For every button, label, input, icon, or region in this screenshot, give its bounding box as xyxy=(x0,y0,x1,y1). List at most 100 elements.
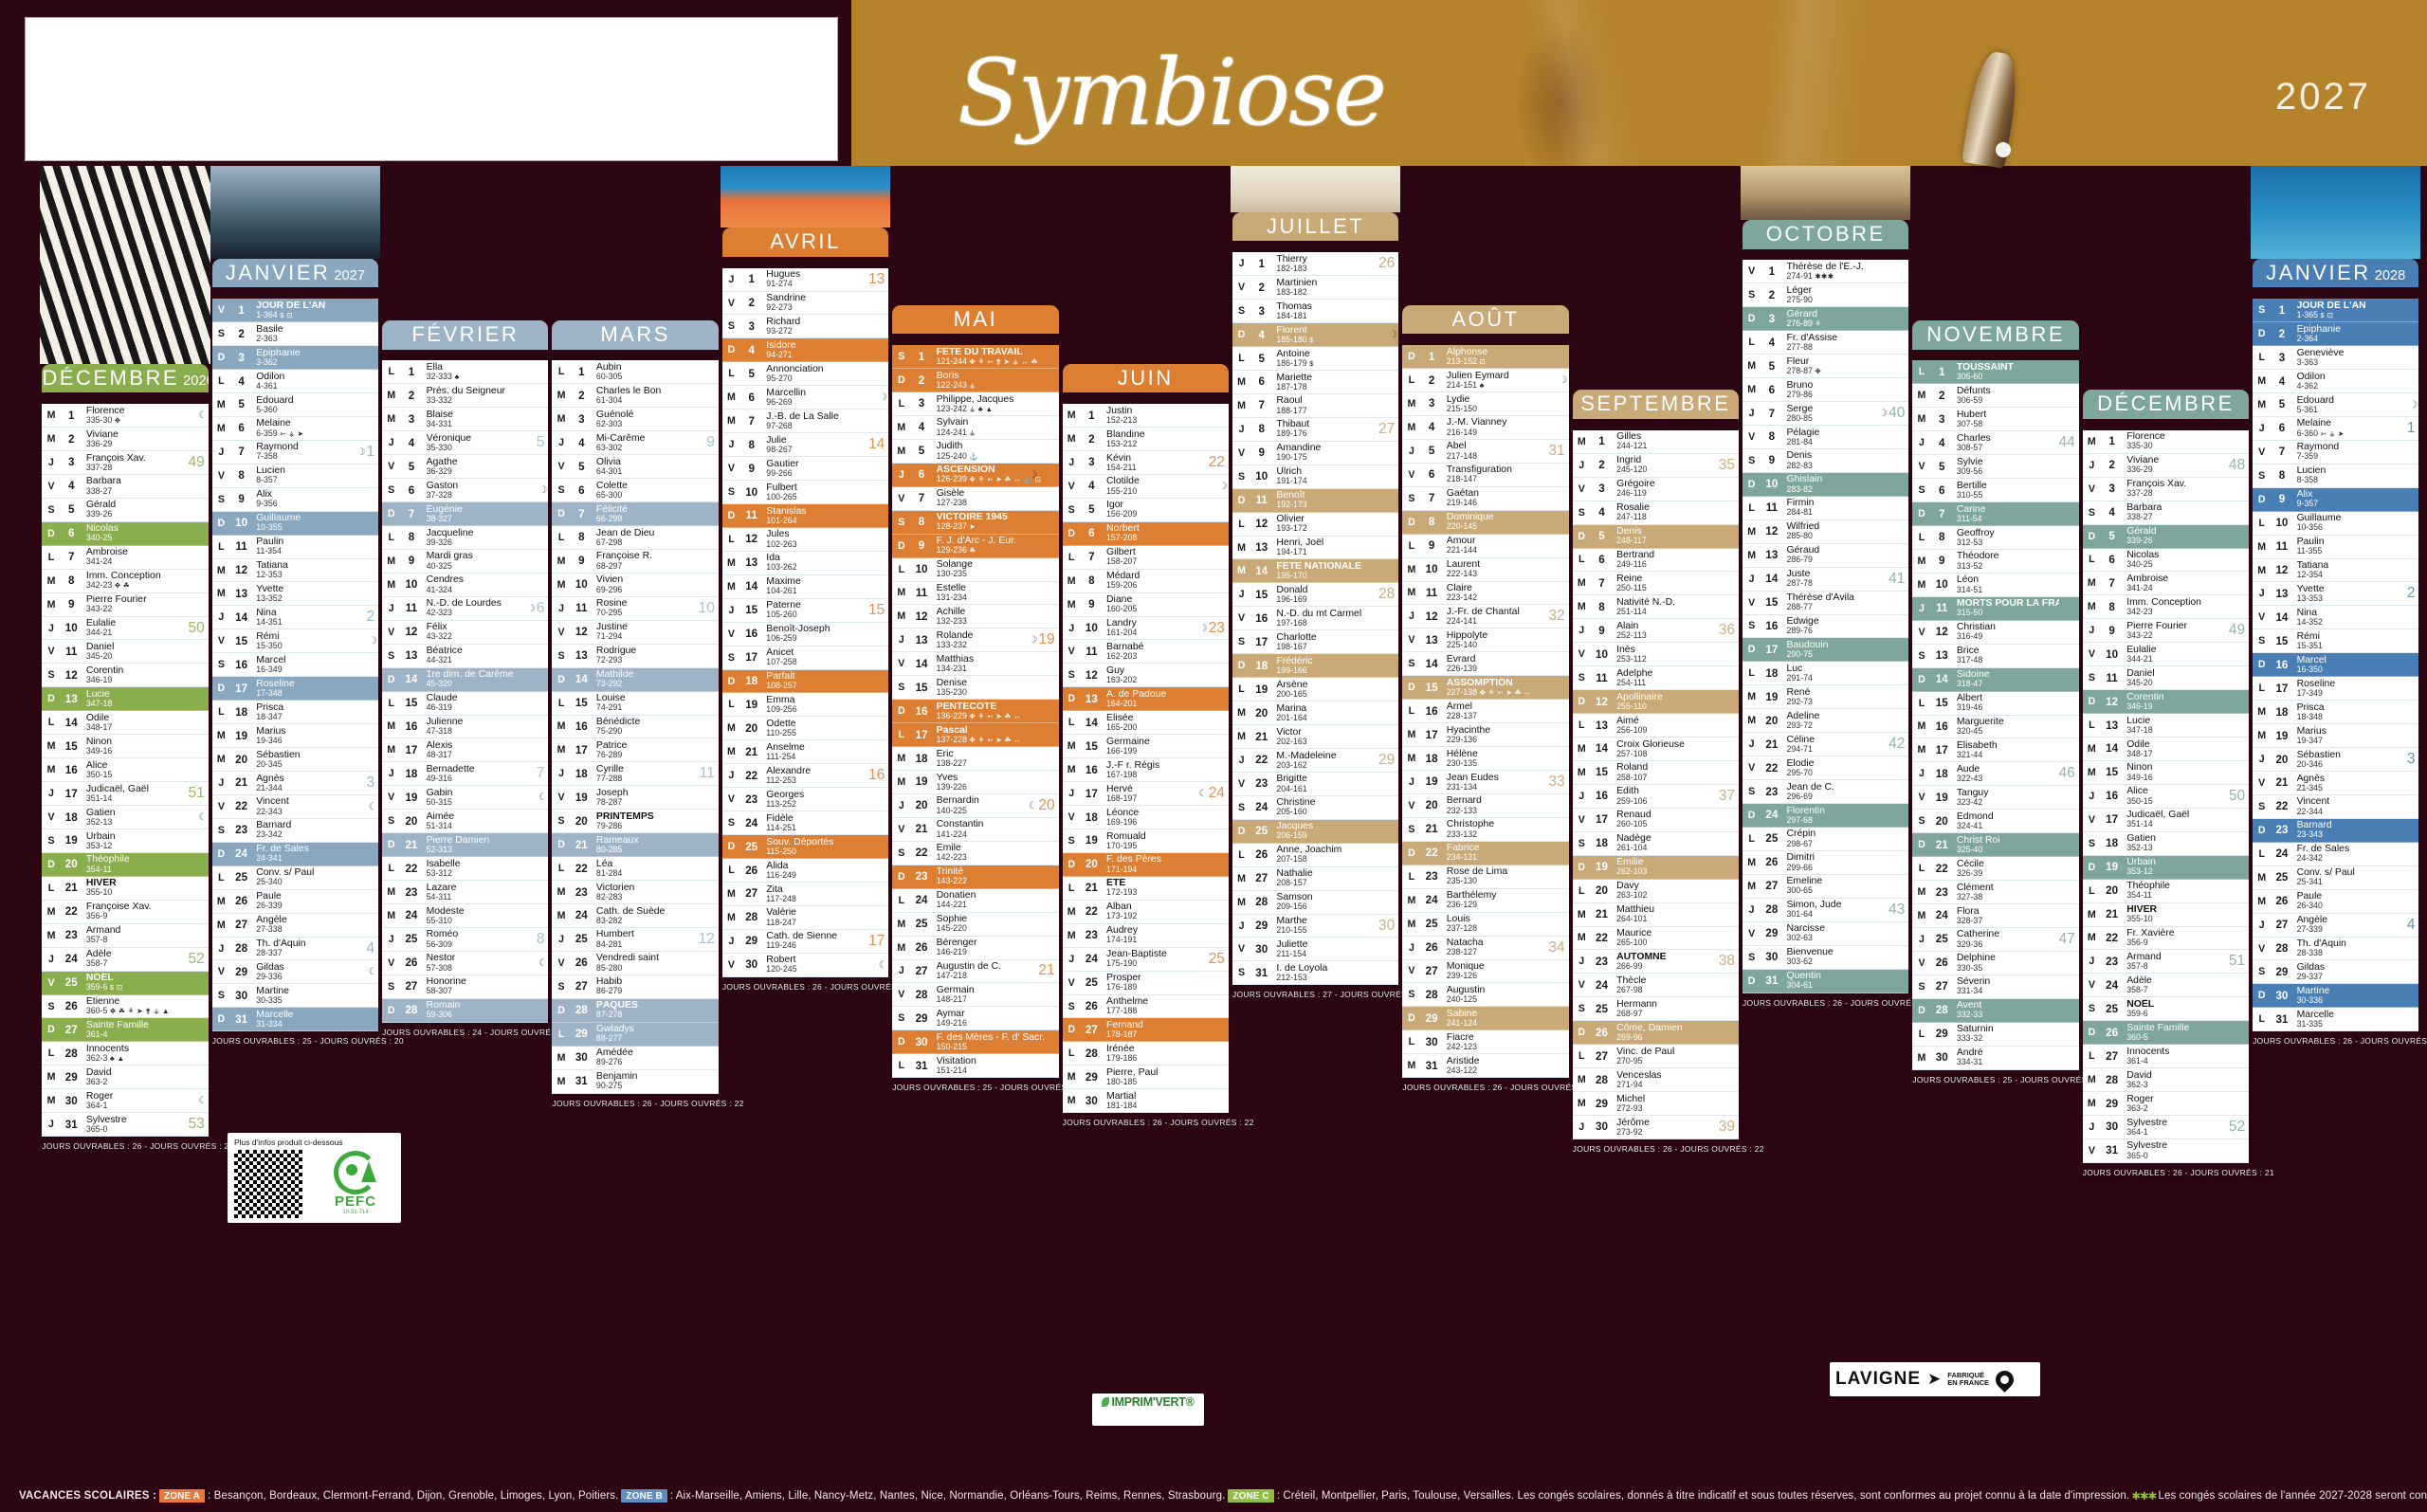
day-row[interactable]: M 29 Michel 272-93 xyxy=(1572,1092,1740,1116)
day-row[interactable]: J 9 Pierre Fourier 343-22 49 xyxy=(2082,619,2250,644)
day-row[interactable]: V 12 Christian 316-49 xyxy=(1912,621,2079,645)
day-row[interactable]: M 28 David 362-3 xyxy=(2082,1068,2250,1093)
day-row[interactable]: S 31 I. de Loyola 212-153 xyxy=(1232,961,1399,986)
day-row[interactable]: D 21 Rameaux 80-285 xyxy=(552,833,719,858)
day-row[interactable]: L 10 Guillaume 10-356 xyxy=(2253,512,2419,536)
day-row[interactable]: L 25 Crépin 298-67 xyxy=(1743,828,1909,851)
day-row[interactable]: M 2 Charles le Bon 61-304 xyxy=(552,384,719,409)
day-row[interactable]: V 4 Clotilde 155-210 ☽ xyxy=(1062,475,1229,499)
day-row[interactable]: V 18 Léonce 169-196 xyxy=(1062,806,1229,829)
day-row[interactable]: J 26 Natacha 238-127 34 xyxy=(1402,937,1569,960)
day-row[interactable]: S 19 Romuald 170-195 xyxy=(1062,829,1229,853)
day-row[interactable]: M 4 Sylvain 124-241 ⚶ xyxy=(892,416,1059,440)
day-row[interactable]: M 21 Victor 202-163 xyxy=(1232,725,1399,749)
day-row[interactable]: L 15 Louise 74-291 xyxy=(552,692,719,716)
day-row[interactable]: M 14 Maxime 104-261 xyxy=(721,575,889,599)
day-row[interactable]: V 21 Constantin 141-224 xyxy=(892,818,1059,842)
day-row[interactable]: D 19 Urbain 353-12 xyxy=(2082,855,2250,880)
day-row[interactable]: M 27 Nathalie 208-157 xyxy=(1232,867,1399,891)
day-row[interactable]: L 22 Léa 81-284 xyxy=(552,857,719,882)
day-row[interactable]: D 30 F. des Mères - F. d' Sacr. 150-215 xyxy=(892,1030,1059,1055)
day-row[interactable]: M 15 Roland 258-107 xyxy=(1572,761,1740,785)
day-row[interactable]: S 11 Daniel 345-20 xyxy=(2082,666,2250,691)
day-row[interactable]: V 23 Georges 113-252 xyxy=(721,788,889,812)
day-row[interactable]: J 4 Mi-Carême 63-302 9 xyxy=(552,431,719,456)
day-row[interactable]: S 15 Denise 135-230 xyxy=(892,676,1059,701)
day-row[interactable]: V 7 Raymond 7-359 xyxy=(2253,441,2419,465)
day-row[interactable]: M 2 Viviane 336-29 xyxy=(42,428,209,451)
day-row[interactable]: V 28 Th. d'Aquin 28-338 xyxy=(2253,938,2419,961)
day-row[interactable]: V 4 Barbara 338-27 xyxy=(42,475,209,499)
day-row[interactable]: V 1 JOUR DE L'AN 1-364 $ ⊡ xyxy=(211,299,379,323)
day-row[interactable]: M 15 Ninon 349-16 xyxy=(42,735,209,759)
day-row[interactable]: M 5 Fleur 278-87 ✥ xyxy=(1743,355,1909,379)
day-row[interactable]: M 30 Martial 181-184 xyxy=(1062,1089,1229,1114)
day-row[interactable]: V 11 Barnabé 162-203 xyxy=(1062,640,1229,665)
day-row[interactable]: M 24 Cath. de Suède 83-282 xyxy=(552,904,719,928)
day-row[interactable]: M 10 Vivien 69-296 xyxy=(552,574,719,597)
day-row[interactable]: D 17 Baudouin 290-75 xyxy=(1743,638,1909,663)
day-row[interactable]: L 18 Prisca 18-347 xyxy=(211,701,379,725)
day-row[interactable]: L 30 Fiacre 242-123 xyxy=(1402,1030,1569,1055)
day-row[interactable]: M 10 Laurent 222-143 xyxy=(1402,558,1569,582)
day-row[interactable]: V 13 Hippolyte 225-140 xyxy=(1402,628,1569,653)
day-row[interactable]: M 22 Alban 173-192 xyxy=(1062,901,1229,924)
day-row[interactable]: V 17 Judicaël, Gaël 351-14 xyxy=(2082,809,2250,832)
day-row[interactable]: L 2 Julien Eymard 214-151 ♣ ☽ xyxy=(1402,369,1569,393)
day-row[interactable]: M 27 Émeline 300-65 xyxy=(1743,875,1909,899)
day-row[interactable]: L 6 Nicolas 340-25 xyxy=(2082,549,2250,573)
day-row[interactable]: L 10 Solange 130-235 xyxy=(892,558,1059,582)
day-row[interactable]: M 6 Mariette 187-178 xyxy=(1232,371,1399,394)
day-row[interactable]: L 3 Geneviève 3-363 xyxy=(2253,346,2419,371)
day-row[interactable]: D 2 Épiphanie 2-364 xyxy=(2253,322,2419,347)
day-row[interactable]: M 10 Cendres 41-324 xyxy=(382,574,549,597)
day-row[interactable]: D 14 Sidoine 318-47 xyxy=(1912,667,2079,692)
day-row[interactable]: M 7 Ambroise 341-24 xyxy=(2082,572,2250,596)
day-row[interactable]: V 24 Adèle 358-7 xyxy=(2082,974,2250,998)
day-row[interactable]: L 1 Aubin 60-305 xyxy=(552,360,719,385)
day-row[interactable]: D 10 Guillaume 10-355 xyxy=(211,511,379,536)
day-row[interactable]: V 19 Joseph 78-287 xyxy=(552,786,719,811)
day-row[interactable]: V 12 Félix 43-322 xyxy=(382,621,549,645)
day-row[interactable]: M 7 J.-B. de La Salle 97-268 xyxy=(721,410,889,434)
day-row[interactable]: D 26 Côme, Damien 269-96 xyxy=(1572,1021,1740,1046)
day-row[interactable]: J 7 Serge 280-85 ☽ 40 xyxy=(1743,402,1909,427)
day-row[interactable]: D 12 Corentin 346-19 xyxy=(2082,690,2250,715)
day-row[interactable]: M 20 Odette 110-255 xyxy=(721,717,889,741)
day-row[interactable]: S 27 Habib 86-279 xyxy=(552,975,719,999)
day-row[interactable]: V 6 Transfiguration 218-147 xyxy=(1402,464,1569,487)
day-row[interactable]: S 17 Anicet 107-258 xyxy=(721,647,889,670)
day-row[interactable]: V 25 Prosper 176-189 xyxy=(1062,972,1229,995)
day-row[interactable]: S 1 JOUR DE L'AN 1-365 $ ⊡ xyxy=(2253,299,2419,323)
day-row[interactable]: D 4 Florent 185-180 $ ☽ xyxy=(1232,323,1399,348)
day-row[interactable]: J 11 N.-D. de Lourdes 42-323 ☽ 6 xyxy=(382,597,549,621)
day-row[interactable]: J 8 Julie 98-267 14 xyxy=(721,433,889,458)
day-row[interactable]: M 3 Guénolé 62-303 xyxy=(552,408,719,432)
day-row[interactable]: M 6 Bruno 279-86 xyxy=(1743,378,1909,403)
day-row[interactable]: V 26 Delphine 330-35 xyxy=(1912,952,2079,975)
day-row[interactable]: V 25 NOËL 359-6 $ ⊡ xyxy=(42,971,209,995)
day-row[interactable]: D 18 Parfait 108-257 xyxy=(721,669,889,694)
day-row[interactable]: M 11 Claire 223-142 xyxy=(1402,582,1569,606)
day-row[interactable]: L 24 Fr. de Sales 24-342 xyxy=(2253,843,2419,866)
day-row[interactable]: D 24 Fr. de Sales 24-341 xyxy=(211,842,379,866)
day-row[interactable]: L 6 Bertrand 249-116 xyxy=(1572,549,1740,573)
day-row[interactable]: S 1 FÊTE DU TRAVAIL 121-244 ✥ ⚘ ➳ ⚵ ➤ ⚶ ↔ ☘ xyxy=(892,345,1059,370)
day-row[interactable]: V 20 Bernard 232-133 xyxy=(1402,794,1569,818)
day-row[interactable]: V 5 Olivia 64-301 xyxy=(552,455,719,480)
day-row[interactable]: J 17 Judicaël, Gaël 351-14 51 xyxy=(42,782,209,807)
day-row[interactable]: V 26 Vendredi saint 85-280 xyxy=(552,952,719,975)
day-row[interactable]: S 13 Béatrice 44-321 xyxy=(382,645,549,668)
day-row[interactable]: D 20 F. des Pères 171-194 xyxy=(1062,852,1229,877)
day-row[interactable]: S 29 Aymar 149-216 xyxy=(892,1007,1059,1031)
day-row[interactable]: M 16 Alice 350-15 xyxy=(42,758,209,783)
day-row[interactable]: M 5 Judith 125-240 ⚓ xyxy=(892,440,1059,464)
day-row[interactable]: J 1 Thierry 182-183 26 xyxy=(1232,252,1399,277)
day-row[interactable]: D 15 ASSOMPTION 227-138 ✥ ⚘ ➳ ➤ ☘ ↔ xyxy=(1402,676,1569,701)
day-row[interactable]: M 25 Louis 237-128 xyxy=(1402,913,1569,937)
day-row[interactable]: M 17 Hyacinthe 229-136 xyxy=(1402,723,1569,748)
day-row[interactable]: M 22 Maurice 265-100 xyxy=(1572,927,1740,951)
day-row[interactable]: M 13 Ida 103-262 xyxy=(721,552,889,575)
day-row[interactable]: D 27 Fernand 178-187 xyxy=(1062,1018,1229,1043)
